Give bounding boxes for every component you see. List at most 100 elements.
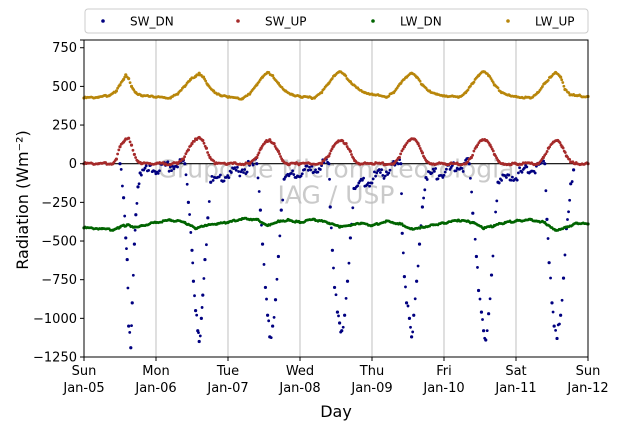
point-SW_DN-55-7 xyxy=(433,169,436,173)
point-SW_DN-66-24 xyxy=(525,165,529,169)
point-SW_DN-57 xyxy=(471,211,475,215)
point-SW_DN-66-12 xyxy=(511,175,514,179)
point-LW_UP-7 xyxy=(127,77,131,81)
legend-label-LW_UP: LW_UP xyxy=(535,15,574,29)
x-tick-label-date-0: Jan-05 xyxy=(62,381,104,396)
point-SW_DN-22-17 xyxy=(229,171,233,174)
y-tick-label-4: −250 xyxy=(41,196,77,211)
point-SW_DN-66-20 xyxy=(520,170,524,174)
point-SW_DN-55-14 xyxy=(441,176,445,179)
point-SW_DN-22-8 xyxy=(219,173,222,177)
point-SW_UP-45-1 xyxy=(399,152,403,156)
point-SW_DN-50-1 xyxy=(411,330,415,334)
point-SW_UP-8-1 xyxy=(131,148,135,152)
point-SW_UP-69-3 xyxy=(563,151,567,154)
point-SW_UP-35-1 xyxy=(328,152,332,155)
point-SW_DN-49 xyxy=(407,316,412,320)
point-SW_DN-52 xyxy=(415,279,419,283)
point-SW_DN-56-1 xyxy=(469,176,472,180)
point-SW_DN-44-23 xyxy=(380,168,383,172)
point-SW_UP-15 xyxy=(186,148,190,152)
point-SW_DN-60-1 xyxy=(481,318,484,321)
point-SW_DN-15 xyxy=(194,309,198,313)
point-LW_UP-64-4 xyxy=(541,85,544,88)
watermark-line-1: IAG / USP xyxy=(278,181,395,210)
point-SW_DN-55-17 xyxy=(445,167,448,171)
point-SW_UP-40 xyxy=(348,149,352,153)
point-SW_DN-22-14 xyxy=(226,174,230,177)
point-LW_UP-18-2 xyxy=(204,79,208,83)
x-tick-label-date-6: Jan-11 xyxy=(494,381,536,396)
point-SW_DN-22-2 xyxy=(211,178,215,182)
point-SW_DN-21 xyxy=(206,216,210,220)
point-SW_DN-0-1 xyxy=(119,167,123,171)
point-SW_DN-24 xyxy=(258,208,262,212)
x-tick-label-day-2: Tue xyxy=(216,364,239,379)
point-SW_DN-66-17 xyxy=(517,171,520,175)
point-SW_DN-55-30 xyxy=(460,167,464,170)
point-SW_DN-54-1 xyxy=(422,196,425,200)
point-SW_DN-47-1 xyxy=(404,285,407,289)
point-SW_UP-65-3 xyxy=(545,150,549,153)
point-SW_UP-65 xyxy=(541,155,545,160)
point-SW_DN-10-26 xyxy=(170,169,173,173)
point-SW_DN-66-3 xyxy=(500,179,503,182)
point-LW_UP-55-1 xyxy=(472,80,476,84)
point-SW_DN-33-25 xyxy=(312,170,316,174)
point-SW_UP-40-1 xyxy=(350,153,353,156)
point-SW_UP-59-1 xyxy=(489,145,493,149)
point-SW_DN-44-12 xyxy=(367,181,370,185)
point-LW_UP-59-3 xyxy=(496,86,500,90)
point-SW_UP-45 xyxy=(397,155,401,160)
point-SW_DN-46 xyxy=(400,231,404,235)
point-SW_DN-10-15 xyxy=(156,172,160,175)
point-SW_UP-66-1 xyxy=(548,145,552,149)
point-SW_DN-19-1 xyxy=(202,277,206,280)
point-SW_DN-44-22 xyxy=(379,171,382,174)
point-SW_DN-38 xyxy=(335,310,340,314)
point-SW_DN-44-8 xyxy=(362,176,365,180)
y-axis-title: Radiation (Wm⁻²) xyxy=(13,130,32,269)
point-SW_DN-50 xyxy=(410,335,414,339)
legend-marker-SW_UP xyxy=(236,19,240,23)
x-tick-label-day-0: Sun xyxy=(72,364,97,379)
series-LW_UP xyxy=(82,70,590,101)
point-SW_DN-44-16 xyxy=(371,177,375,181)
point-SW_DN-6 xyxy=(130,301,134,305)
point-SW_DN-66-16 xyxy=(515,178,519,182)
point-SW_UP-20-1 xyxy=(206,151,210,154)
point-SW_DN-10-16 xyxy=(158,169,161,173)
point-SW_DN-66-1 xyxy=(497,181,501,185)
point-SW_DN-44-21 xyxy=(377,168,381,171)
point-SW_DN-22-11 xyxy=(222,179,226,183)
point-SW_UP-29 xyxy=(272,142,276,146)
x-tick-label-day-7: Sun xyxy=(576,364,601,379)
point-SW_UP-65-2 xyxy=(544,152,548,156)
point-SW_UP-3-2 xyxy=(117,148,121,152)
point-SW_UP-21-3 xyxy=(212,159,216,163)
point-SW_DN-17 xyxy=(197,339,201,344)
point-SW_DN-55-6 xyxy=(431,167,435,171)
point-SW_UP-3 xyxy=(114,157,118,161)
point-SW_DN-16-1 xyxy=(197,331,200,334)
point-LW_UP-65-3 xyxy=(546,78,550,82)
x-tick-label-date-1: Jan-06 xyxy=(134,381,176,396)
point-LW_UP-35-3 xyxy=(330,77,334,80)
point-LW_UP-68-3 xyxy=(562,84,566,88)
point-SW_DN-6-1 xyxy=(131,273,135,277)
point-LW_UP-3 xyxy=(114,89,118,93)
point-SW_DN-22-24 xyxy=(238,174,242,178)
point-SW_DN-19 xyxy=(201,293,205,297)
point-SW_DN-33-17 xyxy=(303,168,307,171)
point-SW_DN-7 xyxy=(132,242,136,246)
point-SW_DN-0-2 xyxy=(121,184,124,188)
point-SW_DN-56-2 xyxy=(470,190,473,194)
point-SW_DN-1 xyxy=(122,196,126,200)
x-tick-label-day-4: Thu xyxy=(359,364,384,379)
point-SW_DN-69 xyxy=(547,261,551,265)
plot-frame xyxy=(83,39,589,358)
point-SW_DN-64-1 xyxy=(491,254,495,258)
point-SW_DN-10-23 xyxy=(166,160,170,164)
point-SW_UP-56-1 xyxy=(476,143,480,147)
point-SW_DN-75-3 xyxy=(568,198,572,202)
